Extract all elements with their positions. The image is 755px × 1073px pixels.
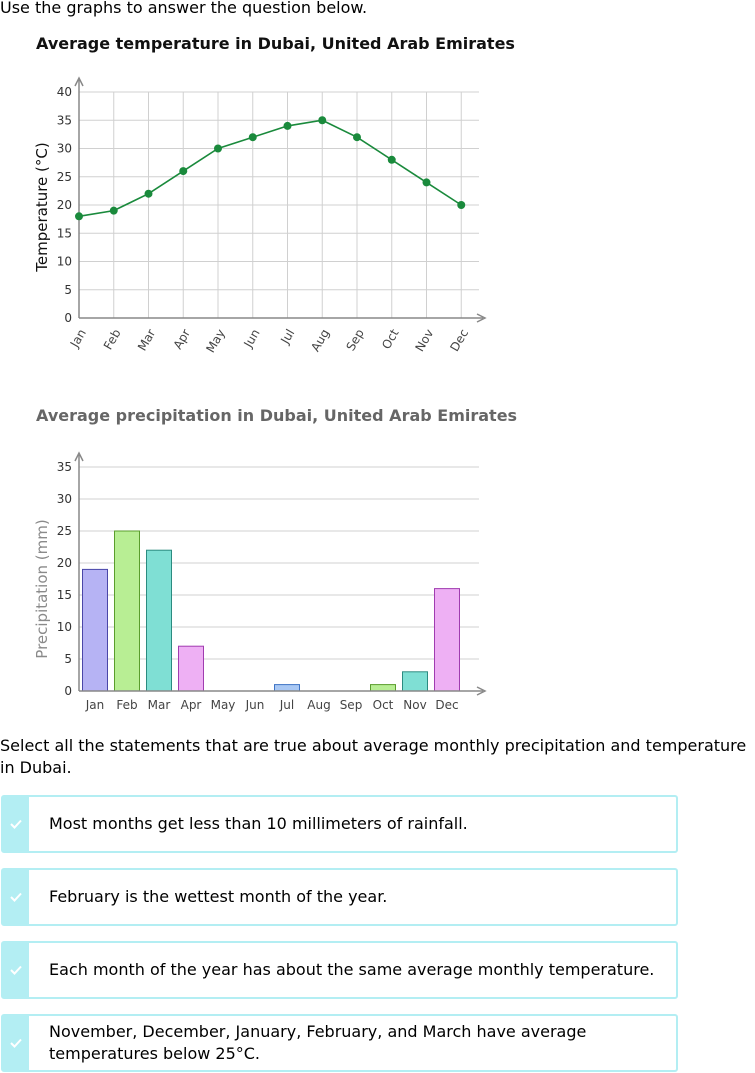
- x-tick-label: Mar: [148, 698, 171, 712]
- answer-option-1[interactable]: Most months get less than 10 millimeters…: [1, 795, 678, 853]
- x-tick-label: May: [203, 327, 228, 355]
- y-tick-label: 15: [57, 226, 72, 240]
- temperature-point: [144, 189, 153, 198]
- x-tick-label: Aug: [307, 698, 330, 712]
- temperature-point: [422, 178, 431, 187]
- answer-option-label: February is the wettest month of the yea…: [49, 887, 388, 906]
- temperature-series-line: [78, 119, 462, 218]
- y-tick-label: 30: [57, 492, 72, 506]
- y-axis-title: Precipitation (mm): [33, 519, 51, 658]
- precipitation-bar: [146, 549, 172, 692]
- y-tick-label: 35: [57, 460, 72, 474]
- precipitation-bar-chart: 0 5 10 15 20 25 30 35 Jan Feb Mar Apr May Jun Jul Aug Se…: [33, 451, 487, 712]
- temperature-point: [214, 144, 222, 153]
- x-tick-label: Feb: [116, 698, 137, 712]
- temperature-point: [387, 155, 396, 164]
- y-axis-title: Temperature (°C): [33, 142, 51, 272]
- x-tick-label: Aug: [308, 327, 332, 354]
- precipitation-bar: [82, 568, 108, 692]
- x-tick-label: Jun: [241, 327, 263, 351]
- y-axis-arrow: [74, 451, 84, 462]
- y-tick-label: 25: [57, 524, 72, 538]
- y-tick-label: 5: [64, 652, 72, 666]
- y-tick-label: 20: [57, 198, 72, 212]
- temperature-point: [457, 201, 466, 209]
- x-axis-arrow: [476, 686, 487, 696]
- answer-option-2[interactable]: February is the wettest month of the yea…: [1, 868, 678, 926]
- y-tick-label: 10: [57, 620, 72, 634]
- question-text: Select all the statements that are true …: [0, 736, 747, 777]
- answer-option-4[interactable]: November, December, January, February, a…: [1, 1014, 678, 1072]
- x-tick-label: Jan: [67, 327, 89, 351]
- x-tick-label: Dec: [447, 327, 471, 354]
- x-tick-label: Nov: [403, 698, 426, 712]
- temperature-point: [353, 133, 361, 142]
- x-tick-label: Jul: [278, 327, 298, 347]
- x-tick-label: Nov: [413, 327, 437, 354]
- answer-option-label: November, December, January, February, a…: [49, 1022, 587, 1063]
- answer-option-3[interactable]: Each month of the year has about the sam…: [1, 941, 678, 999]
- y-tick-label: 0: [64, 684, 72, 698]
- y-axis-arrow: [74, 76, 84, 87]
- x-tick-label: Apr: [181, 698, 202, 712]
- temperature-point: [109, 206, 118, 215]
- y-tick-label: 10: [57, 255, 72, 269]
- x-tick-label: Dec: [435, 698, 458, 712]
- temperature-point: [75, 212, 83, 221]
- precipitation-bar: [274, 684, 300, 692]
- y-tick-label: 0: [64, 311, 72, 325]
- y-tick-label: 25: [57, 170, 72, 184]
- temperature-point: [318, 116, 327, 125]
- answer-option-label: Each month of the year has about the sam…: [49, 960, 655, 979]
- y-tick-label: 5: [64, 283, 72, 297]
- y-tick-label: 40: [57, 85, 72, 99]
- check-icon: [3, 943, 29, 997]
- temperature-line-chart: 0 5 10 15 20 25 30 35 40 Jan Feb Mar Apr May Jun Jul Aug…: [33, 76, 487, 355]
- precipitation-bar: [178, 645, 204, 692]
- answer-option-label: Most months get less than 10 millimeters…: [49, 814, 468, 833]
- check-icon: [3, 797, 29, 851]
- temperature-point: [283, 121, 292, 130]
- precipitation-bar: [402, 671, 428, 692]
- temperature-chart-title: Average temperature in Dubai, United Ara…: [36, 34, 515, 53]
- precipitation-bar: [434, 588, 460, 692]
- x-tick-label: Oct: [379, 326, 402, 351]
- x-tick-label: Apr: [171, 327, 194, 352]
- x-axis-arrow: [476, 313, 487, 323]
- x-tick-label: Sep: [340, 698, 363, 712]
- temperature-point: [248, 133, 257, 142]
- precipitation-chart-title: Average precipitation in Dubai, United A…: [36, 406, 518, 425]
- x-tick-label: Jun: [245, 698, 265, 712]
- check-icon: [3, 870, 29, 924]
- y-tick-label: 30: [57, 142, 72, 156]
- x-tick-label: Oct: [373, 698, 394, 712]
- temperature-point: [179, 167, 188, 176]
- x-tick-label: May: [211, 698, 236, 712]
- x-tick-label: Mar: [135, 327, 158, 354]
- check-icon: [3, 1016, 29, 1070]
- x-tick-label: Feb: [101, 327, 124, 352]
- x-tick-label: Jan: [85, 698, 105, 712]
- y-tick-label: 15: [57, 588, 72, 602]
- intro-text: Use the graphs to answer the question be…: [0, 0, 368, 17]
- precipitation-bar: [370, 684, 396, 692]
- precipitation-bar: [114, 530, 140, 692]
- y-tick-label: 20: [57, 556, 72, 570]
- x-tick-label: Sep: [343, 327, 366, 354]
- x-tick-label: Jul: [279, 698, 294, 712]
- y-tick-label: 35: [57, 113, 72, 127]
